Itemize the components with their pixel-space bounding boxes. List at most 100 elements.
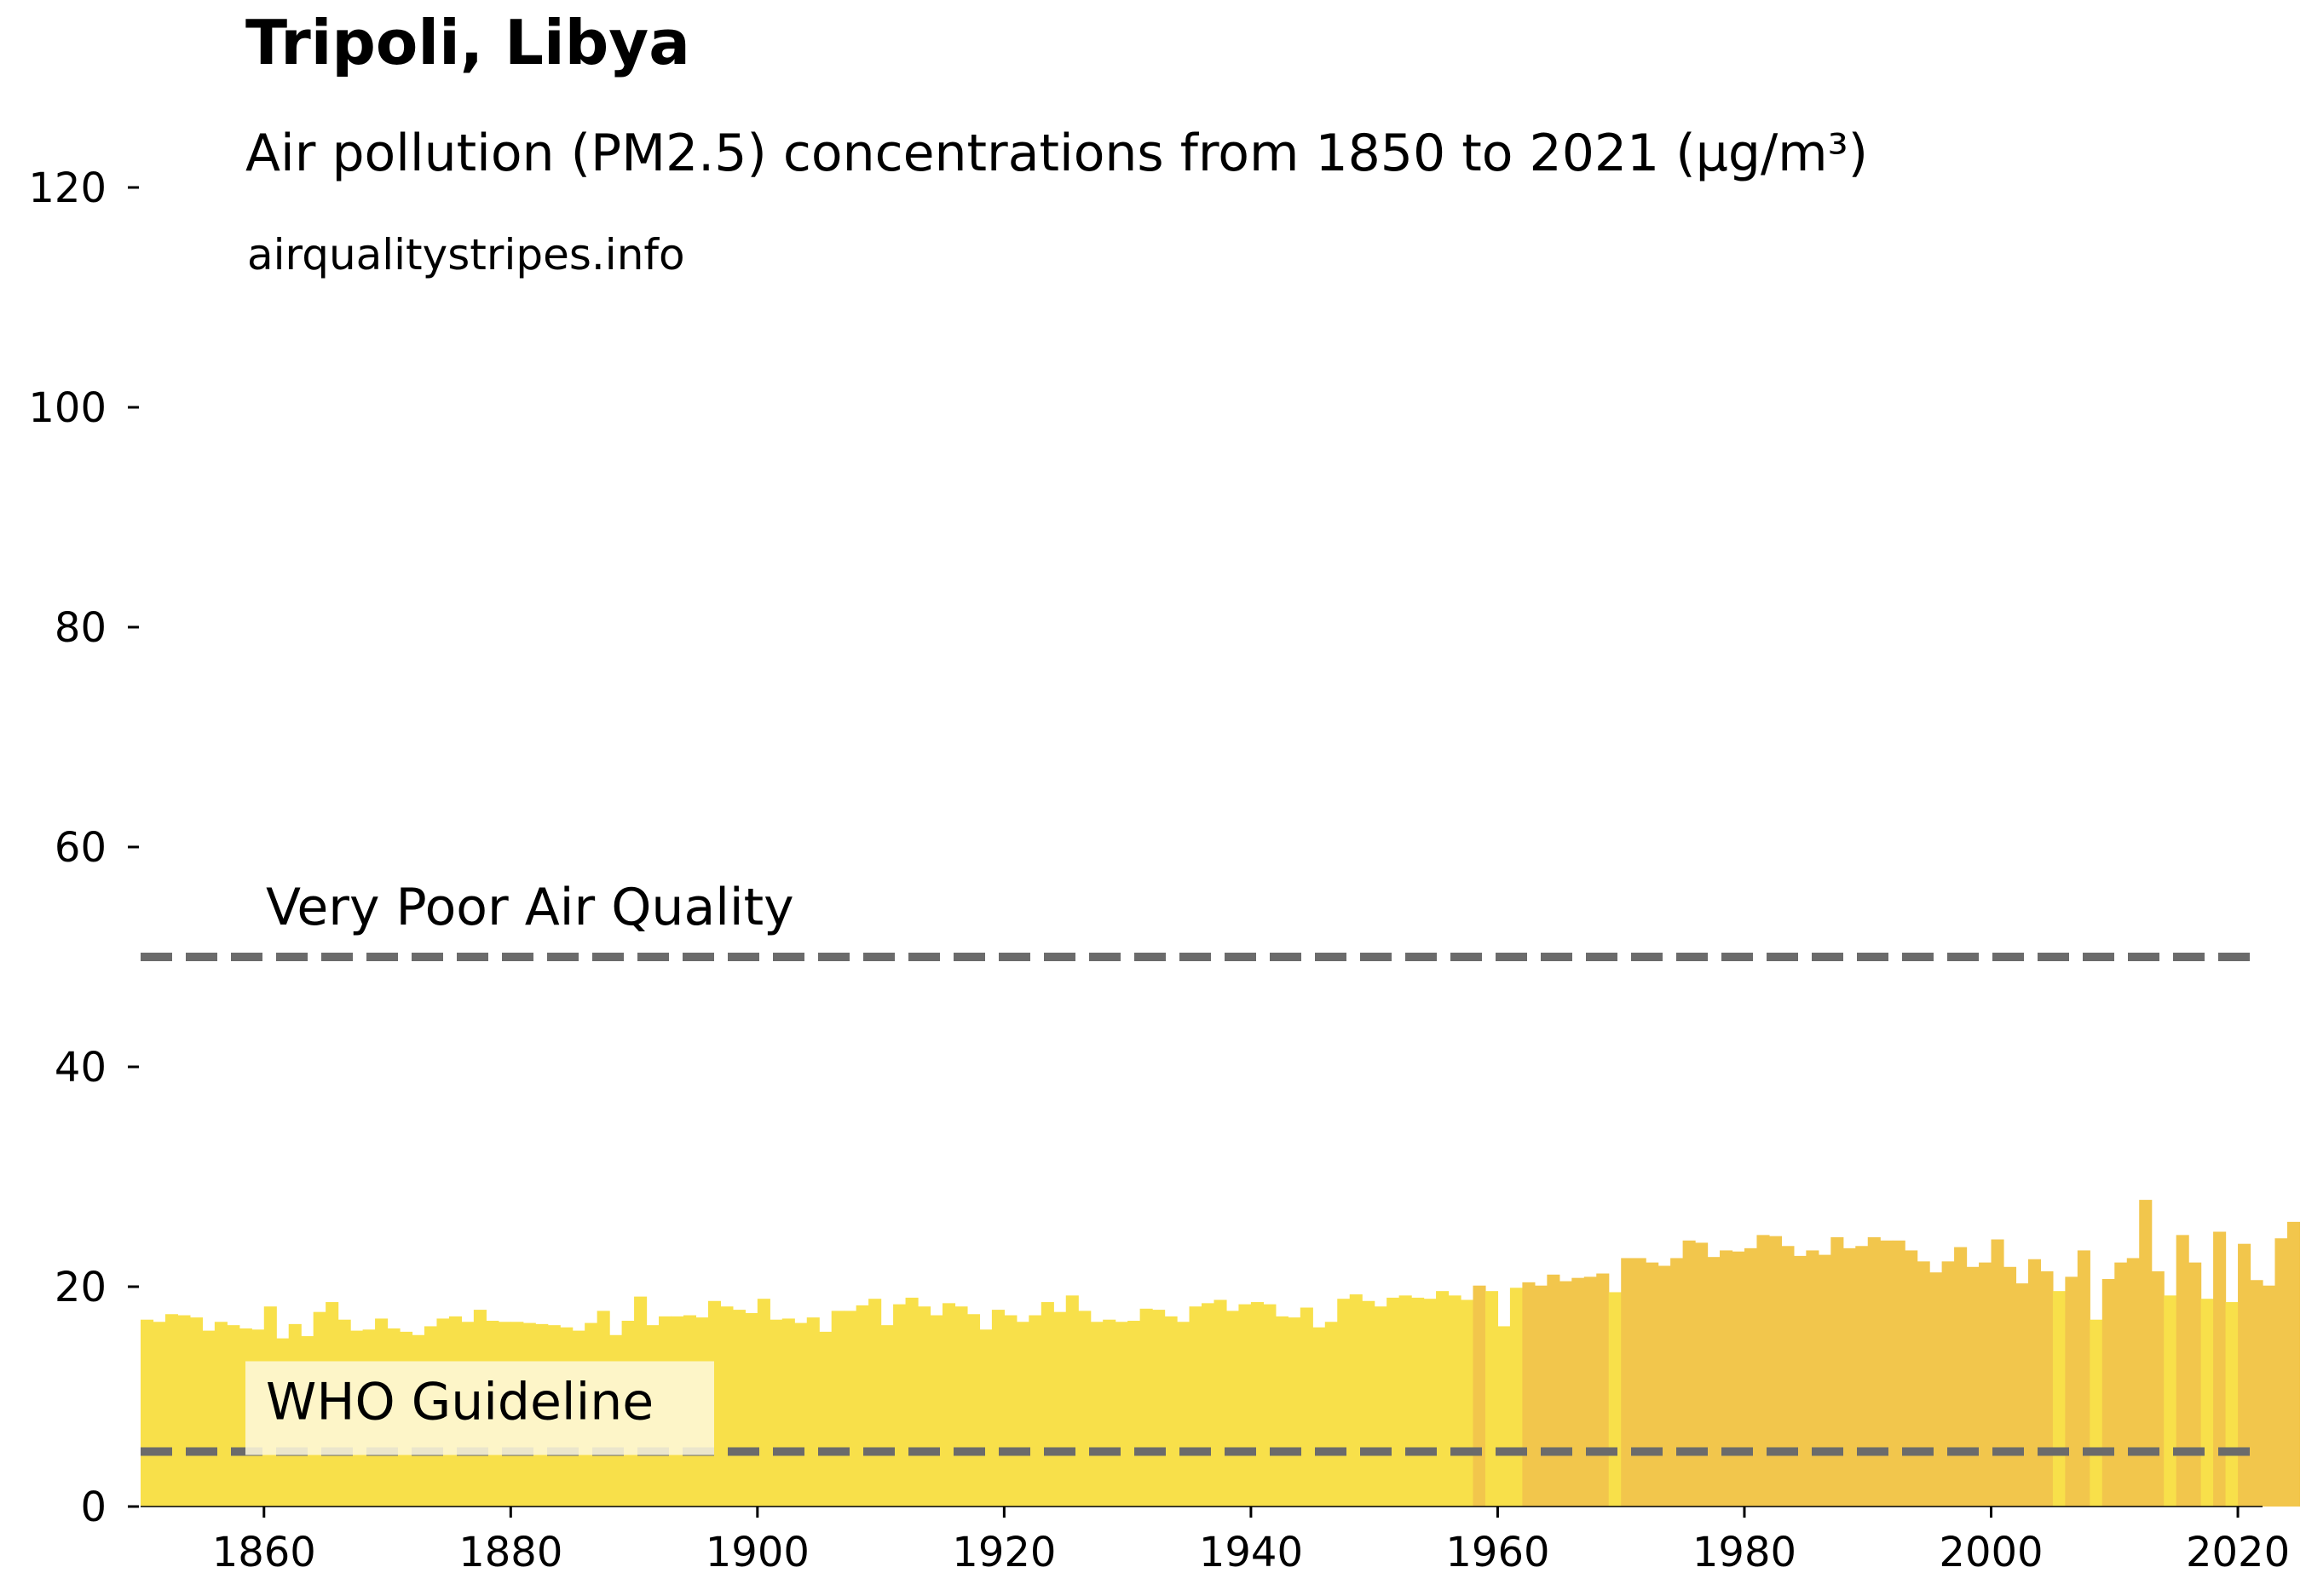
bar-1920 — [1004, 1315, 1018, 1507]
x-tick-label: 1940 — [1199, 1529, 1303, 1576]
bar-1900 — [757, 1299, 770, 1507]
bar-2000 — [1991, 1239, 2004, 1507]
bar-1905 — [819, 1331, 833, 1507]
bar-1966 — [1571, 1277, 1585, 1507]
bar-1938 — [1225, 1311, 1240, 1507]
y-tick-label: 0 — [80, 1484, 107, 1531]
bar-1946 — [1324, 1322, 1338, 1507]
bar-1985 — [1806, 1250, 1819, 1507]
bar-1990 — [1867, 1236, 1881, 1507]
bar-1997 — [1954, 1247, 1968, 1507]
bar-2021 — [2250, 1280, 2263, 1507]
bar-1951 — [1386, 1297, 1400, 1507]
y-tick-label: 40 — [55, 1044, 107, 1092]
bar-1949 — [1362, 1300, 1375, 1507]
bar-1913 — [918, 1306, 931, 1507]
bar-2002 — [2015, 1283, 2029, 1507]
bar-1942 — [1275, 1316, 1288, 1507]
bar-2009 — [2101, 1278, 2115, 1507]
bar-1972 — [1646, 1262, 1659, 1507]
bar-1970 — [1621, 1258, 1634, 1507]
x-tick-label: 1880 — [458, 1529, 562, 1576]
bar-1944 — [1300, 1307, 1313, 1507]
bar-2018 — [2213, 1231, 2227, 1507]
bar-1988 — [1842, 1247, 1856, 1507]
bar-1915 — [942, 1303, 956, 1507]
bar-1945 — [1312, 1327, 1326, 1507]
bar-1986 — [1818, 1254, 1831, 1507]
bar-1923 — [1041, 1302, 1054, 1507]
y-tick-label: 20 — [55, 1264, 107, 1311]
bar-1899 — [745, 1312, 758, 1507]
bar-1947 — [1337, 1299, 1351, 1507]
bar-1943 — [1288, 1317, 1301, 1507]
bar-1994 — [1917, 1261, 1930, 1507]
bar-1853 — [177, 1315, 191, 1507]
bar-1918 — [979, 1329, 993, 1507]
bar-1919 — [991, 1310, 1005, 1507]
bar-1850 — [141, 1319, 154, 1507]
bar-1941 — [1263, 1304, 1277, 1507]
bar-2014 — [2164, 1295, 2177, 1507]
bar-2005 — [2052, 1291, 2066, 1507]
bar-1968 — [1596, 1273, 1610, 1507]
bar-1962 — [1522, 1282, 1536, 1507]
bar-1999 — [1979, 1262, 1992, 1507]
bar-1928 — [1103, 1319, 1116, 1507]
bar-1973 — [1657, 1265, 1671, 1507]
bar-1902 — [781, 1318, 795, 1507]
bar-1998 — [1966, 1266, 1980, 1507]
reference-label-0: Very Poor Air Quality — [266, 878, 794, 937]
bar-1914 — [930, 1315, 943, 1507]
bar-2007 — [2077, 1250, 2090, 1507]
bar-1991 — [1880, 1240, 1894, 1507]
bar-2016 — [2188, 1262, 2202, 1507]
bar-1906 — [831, 1311, 845, 1507]
bar-1851 — [153, 1322, 166, 1507]
bar-1907 — [844, 1311, 857, 1507]
bar-1969 — [1608, 1292, 1622, 1507]
bar-1926 — [1078, 1311, 1092, 1507]
bar-1931 — [1139, 1308, 1153, 1507]
bar-2003 — [2027, 1259, 2042, 1507]
bar-1981 — [1756, 1235, 1770, 1507]
bar-1855 — [202, 1330, 216, 1507]
bar-1960 — [1497, 1326, 1511, 1507]
bar-1935 — [1189, 1306, 1202, 1507]
x-tick-label: 1860 — [212, 1529, 316, 1576]
bar-1940 — [1250, 1302, 1264, 1507]
bar-1992 — [1892, 1240, 1905, 1507]
bar-1921 — [1016, 1322, 1029, 1507]
bar-1909 — [868, 1299, 882, 1507]
bar-1984 — [1793, 1255, 1807, 1507]
bar-1987 — [1830, 1236, 1844, 1507]
bar-1936 — [1202, 1303, 1215, 1507]
bar-1912 — [905, 1297, 919, 1507]
bar-1950 — [1374, 1306, 1387, 1507]
bar-1934 — [1177, 1322, 1190, 1507]
bar-1897 — [720, 1306, 734, 1507]
bar-1959 — [1484, 1291, 1499, 1507]
y-tick-label: 60 — [55, 824, 107, 872]
bar-1956 — [1448, 1295, 1461, 1507]
bar-2020 — [2238, 1243, 2251, 1507]
bar-1916 — [954, 1306, 968, 1507]
x-axis: 1860 1880 1900 1920 1940 1960 1980 2000 2020 — [141, 1506, 2290, 1576]
bar-1982 — [1768, 1236, 1783, 1507]
bar-1911 — [893, 1304, 907, 1507]
reference-lines: Very Poor Air Quality WHO Guideline — [141, 878, 2263, 1456]
bar-2017 — [2200, 1299, 2214, 1507]
y-tick-label: 80 — [55, 604, 107, 652]
bar-1958 — [1473, 1285, 1486, 1507]
bar-1971 — [1633, 1258, 1646, 1507]
bar-1854 — [189, 1317, 203, 1507]
bar-1939 — [1238, 1304, 1252, 1507]
bar-1965 — [1559, 1281, 1572, 1507]
bar-1979 — [1732, 1251, 1745, 1507]
bar-2004 — [2040, 1270, 2054, 1507]
bar-1903 — [794, 1322, 808, 1507]
bar-1904 — [806, 1317, 820, 1507]
y-tick-label: 120 — [28, 164, 107, 212]
bar-2015 — [2176, 1235, 2189, 1507]
